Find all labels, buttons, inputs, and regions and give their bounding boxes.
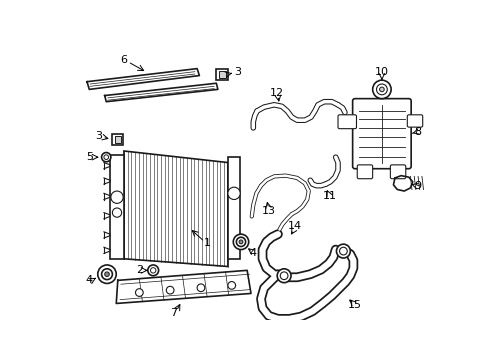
- Bar: [115, 136, 121, 143]
- Text: 15: 15: [347, 300, 361, 310]
- Text: 8: 8: [414, 127, 421, 137]
- Bar: [216, 69, 227, 80]
- FancyBboxPatch shape: [352, 99, 410, 169]
- Circle shape: [150, 267, 156, 273]
- Circle shape: [197, 284, 204, 292]
- Text: 5: 5: [85, 152, 93, 162]
- Bar: [227, 157, 240, 259]
- Circle shape: [104, 155, 108, 159]
- FancyBboxPatch shape: [407, 115, 422, 127]
- Text: 2: 2: [136, 265, 142, 275]
- Text: 14: 14: [287, 221, 301, 231]
- Bar: [218, 71, 225, 78]
- Text: 3: 3: [234, 67, 241, 77]
- Circle shape: [336, 244, 349, 258]
- Circle shape: [227, 282, 235, 289]
- Circle shape: [112, 208, 122, 217]
- Circle shape: [236, 237, 245, 247]
- Circle shape: [233, 234, 248, 249]
- Circle shape: [372, 80, 390, 99]
- Text: 12: 12: [269, 88, 283, 98]
- Circle shape: [104, 272, 109, 276]
- Bar: [112, 134, 123, 145]
- Text: 9: 9: [414, 181, 421, 191]
- FancyBboxPatch shape: [337, 115, 356, 129]
- FancyBboxPatch shape: [357, 165, 372, 179]
- Circle shape: [102, 153, 111, 162]
- Circle shape: [339, 247, 346, 255]
- Text: 7: 7: [170, 308, 177, 318]
- Text: 4: 4: [249, 248, 256, 258]
- Circle shape: [135, 289, 143, 296]
- Circle shape: [376, 84, 386, 95]
- Text: 3: 3: [95, 131, 102, 141]
- Circle shape: [277, 269, 290, 283]
- Circle shape: [111, 191, 123, 203]
- Circle shape: [166, 286, 174, 294]
- Text: 4: 4: [85, 275, 93, 285]
- Circle shape: [147, 265, 158, 276]
- Circle shape: [102, 269, 112, 280]
- Polygon shape: [123, 151, 227, 266]
- Text: 13: 13: [261, 206, 275, 216]
- Circle shape: [239, 240, 243, 244]
- Polygon shape: [116, 270, 250, 303]
- Text: 1: 1: [203, 238, 210, 248]
- Circle shape: [379, 87, 384, 92]
- Polygon shape: [87, 69, 199, 89]
- Bar: [110, 155, 123, 259]
- FancyBboxPatch shape: [389, 165, 405, 179]
- Text: 11: 11: [323, 191, 337, 201]
- Text: 10: 10: [374, 67, 388, 77]
- Polygon shape: [104, 83, 218, 102]
- Circle shape: [98, 265, 116, 283]
- Circle shape: [227, 187, 240, 199]
- Circle shape: [280, 272, 287, 280]
- Text: 6: 6: [120, 55, 127, 65]
